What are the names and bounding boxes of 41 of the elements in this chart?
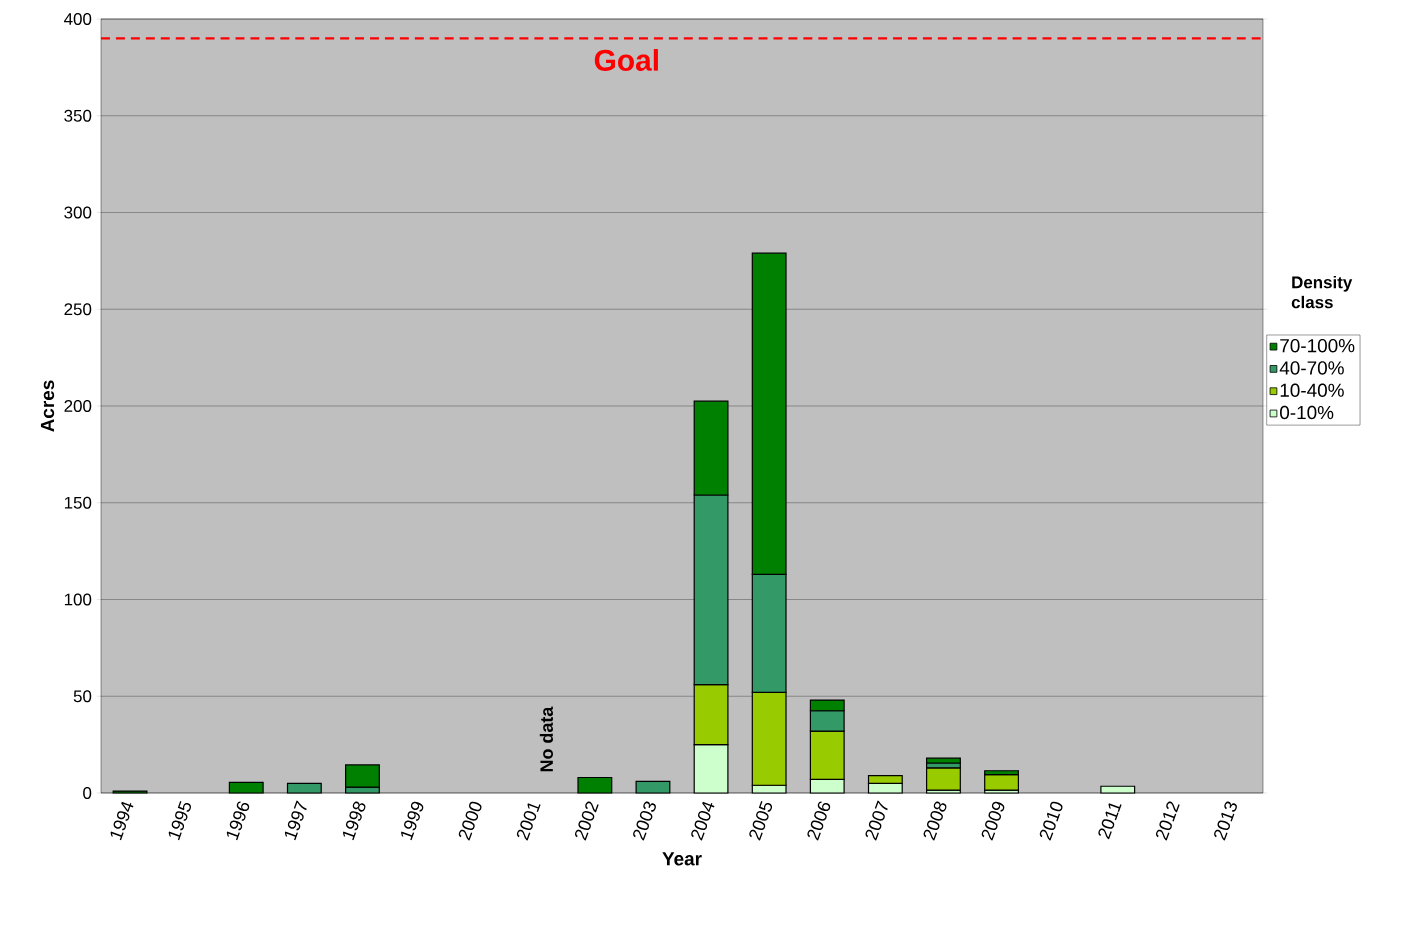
x-tick-label: 1994 [110, 801, 134, 841]
legend-label: 40-70% [1279, 361, 1344, 375]
x-tick-label: 2011 [1098, 803, 1122, 840]
x-tick-label: 1995 [168, 801, 192, 841]
x-tick-label: 2003 [633, 801, 656, 841]
x-tick-label: 1996 [226, 801, 250, 841]
legend-label: 10-40% [1280, 383, 1344, 397]
x-tick-label: 2006 [807, 801, 831, 841]
y-tick-label: 0 [83, 787, 92, 799]
x-tick-label: 1998 [342, 801, 366, 841]
x-tick-label: 2005 [749, 801, 773, 841]
x-axis-title: Year [662, 852, 702, 866]
legend-label: 70-100% [1280, 338, 1355, 353]
x-tick-label: 2010 [1039, 801, 1063, 841]
ref-line-label: Goal [594, 49, 658, 71]
x-tick-label: 2007 [865, 800, 888, 841]
annotation: No data [539, 706, 553, 772]
y-axis-title: Acres [40, 380, 55, 432]
x-tick-label: 2002 [574, 801, 599, 841]
y-tick-label: 50 [73, 690, 92, 703]
x-tick-label: 1999 [401, 801, 424, 841]
y-tick-label: 200 [64, 400, 92, 412]
bar [926, 767, 961, 791]
bar [926, 757, 961, 764]
x-tick-label: 2012 [1155, 801, 1180, 841]
x-tick-label: 2008 [923, 801, 947, 841]
bar [984, 774, 1020, 791]
x-tick-label: 2004 [691, 801, 715, 841]
y-tick-label: 250 [64, 303, 92, 316]
y-tick-label: 350 [64, 109, 92, 122]
y-tick-label: 100 [64, 593, 92, 606]
x-tick-label: 2013 [1214, 801, 1237, 841]
legend-label: 0-10% [1280, 405, 1334, 420]
y-tick-label: 150 [64, 496, 92, 509]
y-tick-label: 400 [64, 13, 92, 25]
legend-title: Density class [1291, 275, 1353, 309]
x-tick-label: 2000 [458, 801, 482, 841]
x-tick-label: 1997 [284, 800, 307, 841]
x-tick-label: 2009 [981, 801, 1005, 841]
x-tick-label: 2001 [516, 803, 541, 841]
y-tick-label: 300 [64, 206, 92, 219]
